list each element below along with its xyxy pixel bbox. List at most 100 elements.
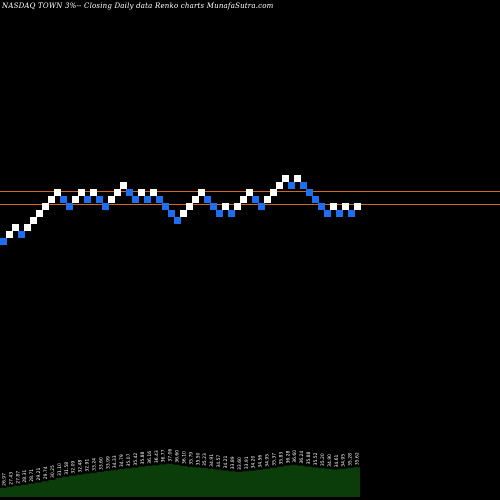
chart-title: NASDAQ TOWN 3%-- Closing Daily data Renk… [2,2,274,10]
renko-brick-down [60,196,67,203]
volume-label: 30.25 [50,465,56,478]
renko-brick-down [336,210,343,217]
renko-brick-up [120,182,127,189]
renko-brick-up [240,196,247,203]
volume-label: 33.89 [230,456,236,469]
renko-brick-down [204,196,211,203]
volume-label: 31.10 [57,463,63,476]
volume-label: 34.95 [265,454,271,467]
renko-brick-down [168,210,175,217]
renko-brick-up [72,196,79,203]
volume-label: 27.43 [8,472,14,485]
volume-label: 34.33 [112,455,118,468]
renko-brick-down [300,182,307,189]
renko-brick-up [6,231,13,238]
volume-series [0,463,360,497]
volume-label: 31.58 [64,462,70,475]
volume-label: 36.16 [147,451,153,464]
volume-label: 35.37 [271,453,277,466]
renko-brick-up [138,189,145,196]
renko-brick-down [132,196,139,203]
volume-label: 35.23 [202,453,208,466]
renko-brick-up [48,196,55,203]
volume-label: 36.28 [285,451,291,464]
renko-brick-down [96,196,103,203]
renko-brick-down [216,210,223,217]
renko-brick-down [210,203,217,210]
renko-brick-down [18,231,25,238]
renko-brick-down [324,210,331,217]
volume-label: 32.48 [78,460,84,473]
volume-label: 33.99 [105,456,111,469]
renko-brick-up [24,224,31,231]
renko-brick-down [306,189,313,196]
renko-brick-up [108,196,115,203]
renko-brick-up [186,203,193,210]
volume-label: 33.91 [244,456,250,469]
volume-label: 35.42 [133,453,139,466]
renko-brick-down [144,196,151,203]
renko-brick-up [192,196,199,203]
renko-brick-down [162,203,169,210]
volume-label: 32.91 [85,459,91,472]
volume-label: 28.71 [29,469,35,482]
renko-brick-down [66,203,73,210]
volume-label: 35.79 [188,452,194,465]
renko-brick-up [294,175,301,182]
volume-label: 33.24 [91,458,97,471]
volume-label: 29.74 [43,466,49,479]
renko-brick-up [270,189,277,196]
volume-label: 34.91 [209,454,215,467]
volume-label: 29.21 [36,467,42,480]
volume-label: 34.61 [334,455,340,468]
renko-brick-down [102,203,109,210]
volume-label: 35.28 [348,453,354,466]
volume-label: 37.06 [168,449,174,462]
volume-label: 33.60 [98,457,104,470]
volume-label: 35.62 [355,452,361,465]
renko-bricks [0,175,361,245]
renko-brick-up [282,175,289,182]
renko-brick-down [312,196,319,203]
volume-label: 27.87 [15,471,21,484]
renko-brick-up [264,196,271,203]
volume-label: 36.77 [161,449,167,462]
renko-brick-down [228,210,235,217]
renko-brick-up [354,203,361,210]
renko-brick-down [258,203,265,210]
renko-brick-up [78,189,85,196]
volume-label: 32.09 [71,461,77,474]
renko-brick-down [288,182,295,189]
volume-label: 35.50 [195,452,201,465]
volume-label: 36.60 [292,450,298,463]
renko-brick-up [222,203,229,210]
renko-brick-down [156,196,163,203]
volume-labels: 26.97 27.43 27.87 28.31 28.71 29.21 29.74 30.25… [1,449,360,486]
renko-brick-up [246,189,253,196]
volume-label: 26.97 [1,473,7,486]
volume-label: 34.90 [327,454,333,467]
volume-label: 34.79 [119,454,125,467]
renko-brick-up [342,203,349,210]
volume-label: 36.24 [299,451,305,464]
volume-label: 36.60 [175,450,181,463]
renko-brick-up [54,189,61,196]
renko-brick-up [234,203,241,210]
volume-label: 33.60 [237,457,243,470]
volume-label: 36.43 [154,450,160,463]
renko-brick-down [0,238,7,245]
volume-label: 35.88 [306,451,312,464]
renko-brick-up [198,189,205,196]
renko-brick-up [42,203,49,210]
volume-label: 34.57 [216,455,222,468]
volume-label: 28.31 [22,470,28,483]
volume-label: 34.56 [258,455,264,468]
renko-brick-up [180,210,187,217]
renko-brick-down [126,189,133,196]
volume-label: 34.20 [251,456,257,469]
renko-brick-up [36,210,43,217]
renko-brick-up [330,203,337,210]
volume-label: 35.83 [278,452,284,465]
renko-brick-up [12,224,19,231]
renko-brick-down [348,210,355,217]
